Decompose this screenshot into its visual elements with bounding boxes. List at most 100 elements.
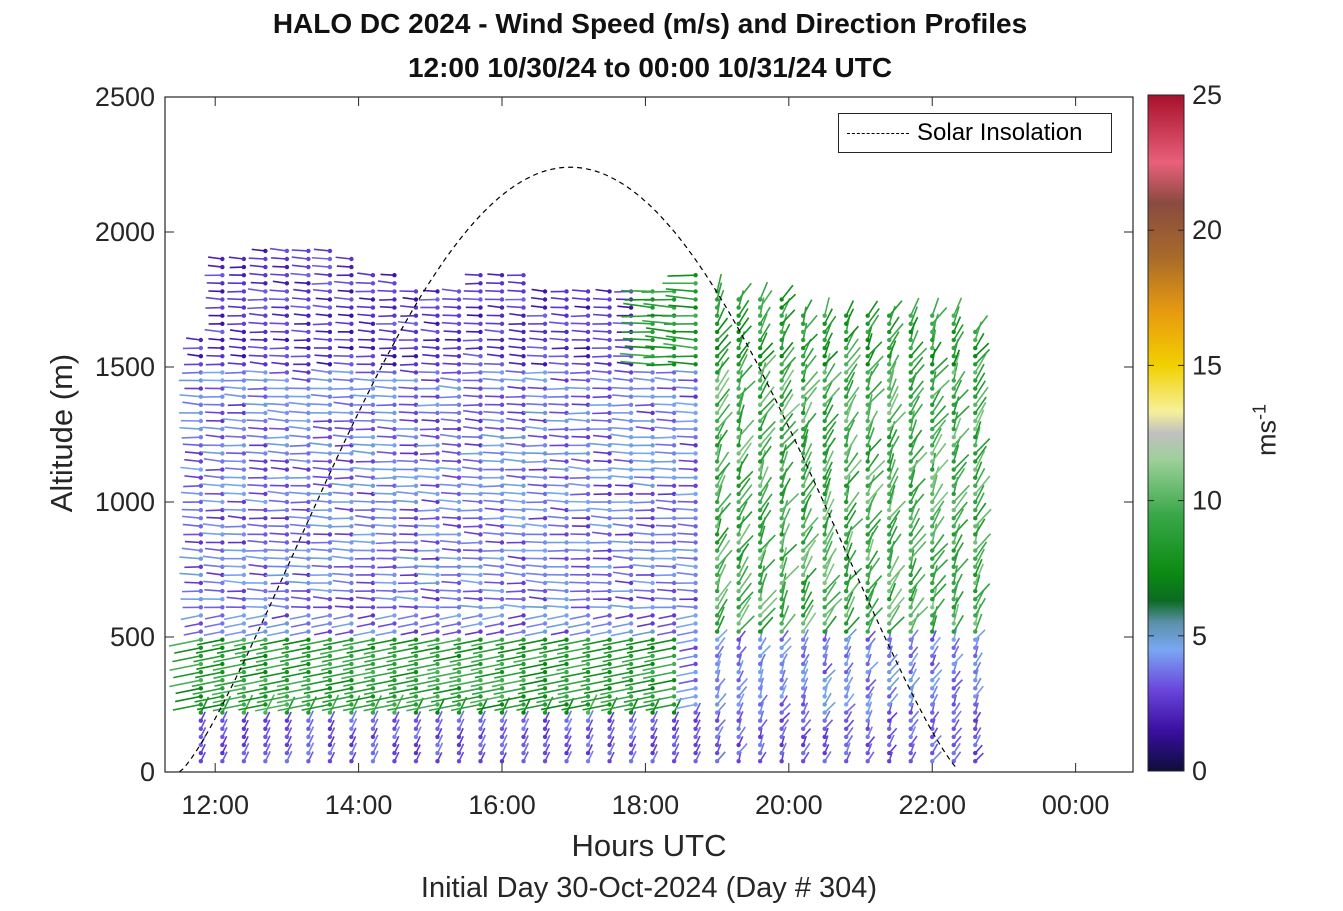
wind-barb-shaft xyxy=(524,523,546,528)
wind-barb-head xyxy=(392,605,397,610)
wind-barb xyxy=(220,727,228,740)
wind-barb-shaft xyxy=(334,280,352,285)
wind-barb-head xyxy=(456,742,462,748)
wind-barb xyxy=(310,393,333,399)
wind-barb-head xyxy=(435,491,440,497)
wind-barb-shaft xyxy=(623,302,653,309)
wind-barb-head xyxy=(693,645,698,650)
wind-barb-head xyxy=(392,289,397,294)
wind-barb-shaft xyxy=(524,371,546,375)
wind-barb-head xyxy=(714,759,720,764)
wind-barb-head xyxy=(628,759,634,764)
wind-barb-head xyxy=(736,507,741,513)
wind-barb xyxy=(243,402,268,407)
wind-barb xyxy=(757,445,772,464)
wind-barb xyxy=(568,482,591,488)
wind-barb-head xyxy=(693,702,698,707)
wind-barb-head xyxy=(349,289,354,294)
wind-barb-shaft xyxy=(423,321,438,325)
wind-barb xyxy=(714,411,733,432)
wind-barb-head xyxy=(413,613,419,618)
wind-barb xyxy=(392,694,404,715)
wind-barb xyxy=(195,645,225,654)
wind-barb-head xyxy=(349,256,354,262)
wind-barb-head xyxy=(564,637,569,642)
wind-barb xyxy=(621,321,655,326)
wind-barb xyxy=(736,686,748,699)
wind-barb xyxy=(291,248,311,254)
wind-barb-head xyxy=(499,694,505,699)
wind-barb-head xyxy=(241,759,247,764)
wind-barb xyxy=(647,645,677,654)
wind-barb xyxy=(247,539,268,545)
wind-barb xyxy=(676,686,698,693)
wind-barb xyxy=(502,458,526,464)
wind-barb-shaft xyxy=(377,566,395,569)
wind-barb xyxy=(269,321,290,326)
wind-barb xyxy=(335,321,354,326)
wind-barb-shaft xyxy=(266,630,288,637)
wind-barb-head xyxy=(779,637,784,642)
wind-barb xyxy=(626,661,655,670)
wind-barb-head xyxy=(542,370,548,375)
wind-barb-shaft xyxy=(780,605,790,624)
wind-barb-shaft xyxy=(351,540,373,544)
wind-barb xyxy=(612,394,634,399)
wind-barb xyxy=(440,605,462,610)
wind-barb xyxy=(675,516,698,521)
wind-barb-head xyxy=(693,661,698,667)
wind-barb-shaft xyxy=(267,402,287,406)
wind-barb xyxy=(306,751,314,764)
wind-barb xyxy=(226,451,247,456)
wind-barb-head xyxy=(263,678,268,683)
wind-barb xyxy=(481,370,505,375)
wind-barb-head xyxy=(736,435,741,440)
wind-barb-shaft xyxy=(291,249,309,252)
wind-barb xyxy=(671,697,682,715)
wind-barb-head xyxy=(628,516,634,521)
wind-barb xyxy=(628,743,637,756)
wind-barb-head xyxy=(693,588,698,594)
wind-barb-shaft xyxy=(250,281,266,285)
wind-barb-head xyxy=(779,661,784,667)
wind-barb xyxy=(409,686,440,695)
wind-barb-head xyxy=(413,491,419,497)
wind-barb-shaft xyxy=(572,289,589,293)
wind-barb xyxy=(589,475,612,480)
wind-barb xyxy=(736,442,752,464)
wind-barb xyxy=(375,588,397,594)
wind-barb xyxy=(248,563,268,569)
wind-barb xyxy=(380,362,397,367)
wind-barb-shaft xyxy=(582,638,610,646)
wind-barb xyxy=(374,613,397,621)
wind-barb xyxy=(417,605,440,610)
wind-barb-head xyxy=(499,588,505,594)
wind-barb-head xyxy=(650,516,655,521)
wind-barb xyxy=(281,661,311,671)
wind-barb-shaft xyxy=(376,435,395,438)
wind-barb-head xyxy=(478,329,483,335)
wind-barb xyxy=(564,710,573,723)
wind-barb-head xyxy=(607,548,612,553)
wind-barb-shaft xyxy=(716,393,729,414)
wind-barb-head xyxy=(478,499,483,505)
wind-barb-shaft xyxy=(737,282,752,300)
wind-barb xyxy=(239,669,268,678)
wind-barb-head xyxy=(392,759,397,764)
wind-barb-head xyxy=(585,669,591,675)
wind-barb-head xyxy=(392,337,397,343)
wind-barb-shaft xyxy=(266,476,287,480)
wind-barb-shaft xyxy=(427,663,460,672)
wind-barb-head xyxy=(585,483,591,488)
wind-barb-shaft xyxy=(294,281,309,285)
wind-barb xyxy=(779,461,794,480)
wind-barb-shaft xyxy=(420,539,438,544)
wind-barb xyxy=(524,394,548,399)
wind-barb-shaft xyxy=(222,549,244,552)
wind-barb xyxy=(313,345,333,351)
wind-barb xyxy=(736,693,745,707)
wind-barb-head xyxy=(241,516,247,521)
wind-barb-shaft xyxy=(409,687,438,695)
wind-barb-head xyxy=(392,305,397,310)
wind-barb xyxy=(675,386,698,391)
